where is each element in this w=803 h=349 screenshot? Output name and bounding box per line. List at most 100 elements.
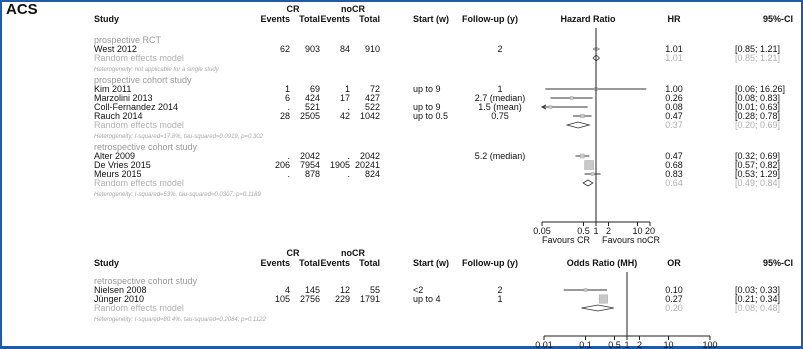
- ci-col-header: 95%-CI: [763, 14, 793, 24]
- study-name: Nielsen 2008: [94, 285, 147, 295]
- followup-cell: 1: [497, 84, 502, 94]
- total2-cell: 20241: [355, 160, 380, 170]
- total2-cell: 2042: [360, 151, 380, 161]
- x-tick-label: 0.5: [577, 226, 590, 236]
- effect-box: [548, 105, 553, 109]
- ci-cell: [0.06; 16.26]: [735, 84, 785, 94]
- total1-cell: 521: [305, 102, 320, 112]
- pooled-label: Random effects model: [94, 53, 184, 63]
- effect-box: [590, 172, 595, 176]
- study-name: Marzolini 2013: [94, 93, 153, 103]
- ci-cell: [0.53; 1.29]: [735, 169, 780, 179]
- plot-title: Odds Ratio (MH): [567, 258, 638, 268]
- followup-cell: 1: [497, 294, 502, 304]
- heterogeneity-note: Heterogeneity: I-squared=53%, tau-square…: [94, 192, 262, 198]
- pooled-effect-cell: 1.01: [665, 53, 683, 63]
- panel-label: ACS: [6, 1, 38, 18]
- effect-col-header: OR: [667, 258, 681, 268]
- effect-col-header: HR: [668, 14, 681, 24]
- events1-cell: .: [287, 169, 290, 179]
- x-tick-label: 20: [645, 226, 655, 236]
- group1-header: CR: [287, 248, 300, 258]
- start-cell: <2: [413, 285, 423, 295]
- ci-cell: [0.08; 0.83]: [735, 93, 780, 103]
- study-name: Rauch 2014: [94, 111, 143, 121]
- x-tick-label: 10: [632, 226, 642, 236]
- x-tick-label: 2: [606, 226, 611, 236]
- effect-cell: 0.83: [665, 169, 683, 179]
- pooled-ci-cell: [0.49; 0.84]: [735, 178, 780, 188]
- events1-cell: 4: [285, 285, 290, 295]
- events2-cell: 229: [335, 294, 350, 304]
- effect-cell: 1.01: [665, 44, 683, 54]
- group2-header: noCR: [341, 4, 365, 14]
- total2-cell: 522: [365, 102, 380, 112]
- events2-cell: .: [347, 102, 350, 112]
- total2-cell: 824: [365, 169, 380, 179]
- effect-cell: 0.08: [665, 102, 683, 112]
- total2-cell: 910: [365, 44, 380, 54]
- events1-cell: .: [287, 102, 290, 112]
- followup-cell: 2: [497, 44, 502, 54]
- events2-cell: 42: [340, 111, 350, 121]
- pooled-label: Random effects model: [94, 303, 184, 313]
- subgroup-label: prospective cohort study: [94, 75, 192, 85]
- events2-cell: 17: [340, 93, 350, 103]
- study-col-header: Study: [94, 258, 119, 268]
- total2-cell: 55: [370, 285, 380, 295]
- followup-cell: 5.2 (median): [475, 151, 526, 161]
- effect-box: [598, 294, 608, 304]
- ci-cell: [0.21; 0.34]: [735, 294, 780, 304]
- start-col-header: Start (w): [413, 258, 449, 268]
- study-name: Alter 2009: [94, 151, 135, 161]
- group2-header: noCR: [341, 248, 365, 258]
- events2-cell: 1905: [330, 160, 350, 170]
- total1-cell: 903: [305, 44, 320, 54]
- study-col-header: Study: [94, 14, 119, 24]
- x-tick-label: 0.05: [533, 226, 551, 236]
- events1-cell: 1: [285, 84, 290, 94]
- study-name: Kim 2011: [94, 84, 131, 94]
- subgroup-label: retrospective cohort study: [94, 142, 198, 152]
- total1-cell: 2756: [300, 294, 320, 304]
- start-cell: up to 4: [413, 294, 441, 304]
- effect-box: [584, 160, 594, 170]
- effect-cell: 0.26: [665, 93, 683, 103]
- x-tick-label: 100: [702, 340, 717, 349]
- effect-cell: 0.68: [665, 160, 683, 170]
- pooled-label: Random effects model: [94, 120, 184, 130]
- ci-arrow-left: [540, 104, 547, 110]
- pooled-diamond: [581, 304, 614, 312]
- total1-cell: 145: [305, 285, 320, 295]
- total1-cell: 424: [305, 93, 320, 103]
- events2-cell: 12: [340, 285, 350, 295]
- heterogeneity-note: Heterogeneity: I-squared=80.4%, tau-squa…: [94, 317, 267, 323]
- effect-box: [569, 96, 574, 100]
- study-name: De Vries 2015: [94, 160, 151, 170]
- total2-cell: 1042: [360, 111, 380, 121]
- total1-col-header: Total: [299, 258, 320, 268]
- x-tick-label: 10: [663, 340, 673, 349]
- ci-cell: [0.01; 0.63]: [735, 102, 780, 112]
- events1-cell: 105: [275, 294, 290, 304]
- total2-col-header: Total: [359, 258, 380, 268]
- events1-col-header: Events: [260, 14, 290, 24]
- total1-cell: 7954: [300, 160, 320, 170]
- pooled-label: Random effects model: [94, 178, 184, 188]
- total2-cell: 72: [370, 84, 380, 94]
- effect-box: [583, 288, 588, 292]
- events2-col-header: Events: [320, 14, 350, 24]
- plot-title: Hazard Ratio: [560, 14, 616, 24]
- total1-col-header: Total: [299, 14, 320, 24]
- favours-right-label: Favours noCR: [602, 235, 661, 245]
- events1-col-header: Events: [260, 258, 290, 268]
- total1-cell: 69: [310, 84, 320, 94]
- pooled-effect-cell: 0.20: [665, 303, 683, 313]
- events2-cell: .: [347, 151, 350, 161]
- total1-cell: 878: [305, 169, 320, 179]
- effect-cell: 0.47: [665, 151, 683, 161]
- start-col-header: Start (w): [413, 14, 449, 24]
- study-name: West 2012: [94, 44, 137, 54]
- events2-cell: 84: [340, 44, 350, 54]
